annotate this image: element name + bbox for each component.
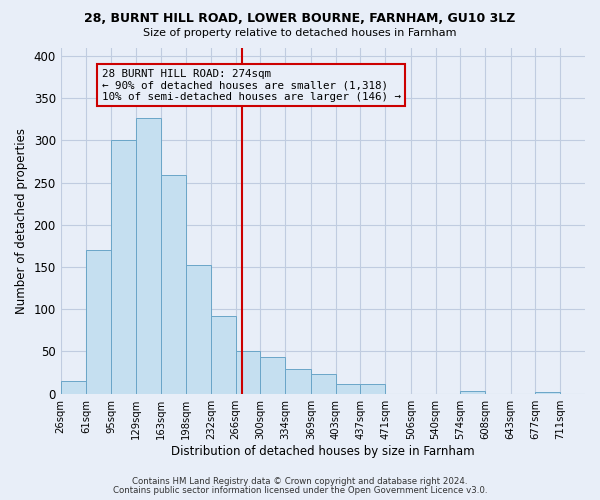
Bar xyxy=(236,352,260,394)
Bar xyxy=(86,250,111,394)
Bar xyxy=(136,118,161,394)
Text: 28, BURNT HILL ROAD, LOWER BOURNE, FARNHAM, GU10 3LZ: 28, BURNT HILL ROAD, LOWER BOURNE, FARNH… xyxy=(85,12,515,26)
Y-axis label: Number of detached properties: Number of detached properties xyxy=(15,128,28,314)
Bar xyxy=(311,374,335,394)
Text: Contains HM Land Registry data © Crown copyright and database right 2024.: Contains HM Land Registry data © Crown c… xyxy=(132,477,468,486)
Bar xyxy=(361,384,385,394)
Bar xyxy=(460,391,485,394)
Text: 28 BURNT HILL ROAD: 274sqm
← 90% of detached houses are smaller (1,318)
10% of s: 28 BURNT HILL ROAD: 274sqm ← 90% of deta… xyxy=(101,68,401,102)
Bar xyxy=(335,384,361,394)
Text: Size of property relative to detached houses in Farnham: Size of property relative to detached ho… xyxy=(143,28,457,38)
Bar xyxy=(260,358,285,394)
Bar xyxy=(285,369,311,394)
Bar xyxy=(161,175,186,394)
Bar xyxy=(61,381,86,394)
Text: Contains public sector information licensed under the Open Government Licence v3: Contains public sector information licen… xyxy=(113,486,487,495)
Bar xyxy=(186,264,211,394)
Bar xyxy=(111,140,136,394)
Bar xyxy=(535,392,560,394)
Bar xyxy=(211,316,236,394)
X-axis label: Distribution of detached houses by size in Farnham: Distribution of detached houses by size … xyxy=(171,444,475,458)
